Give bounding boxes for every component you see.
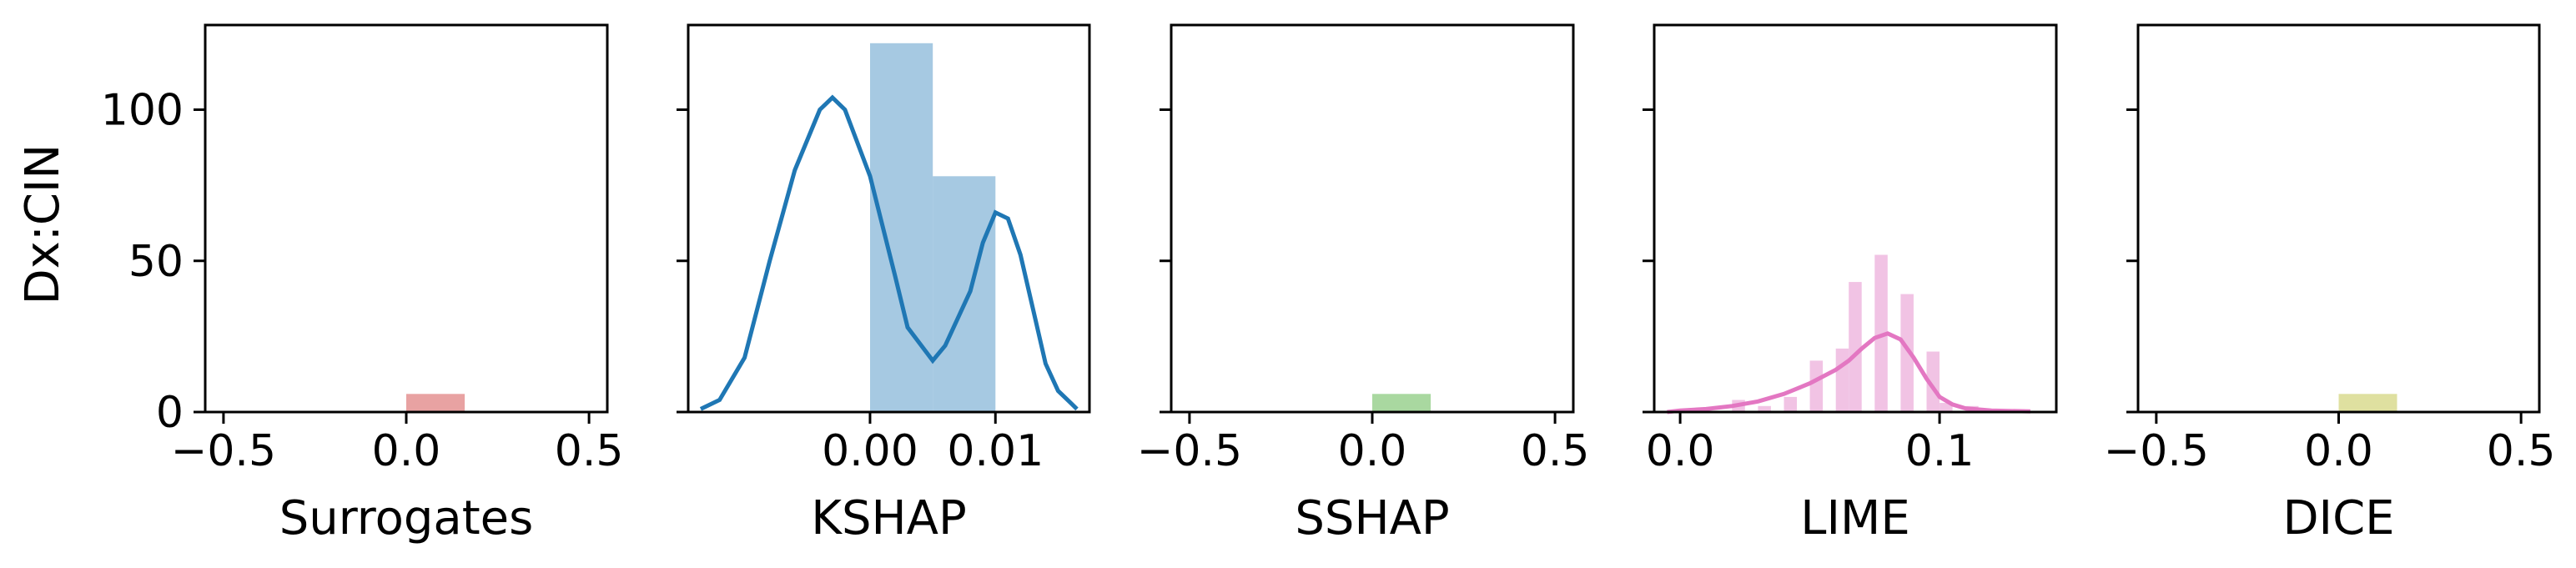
x-tick-label-3-3: 0.5 [1521,426,1590,476]
y-tick-label-1-1: 0 [156,388,184,438]
histogram-bar-4-4 [1809,360,1824,412]
x-tick-label-1-2: 0.0 [372,426,441,476]
histogram-bar-4-7 [1874,254,1888,412]
histogram-bar-4-9 [1926,351,1940,412]
x-tick-label-5-2: 0.0 [2304,426,2373,476]
x-tick-label-1-1: −0.5 [171,426,276,476]
axes-frame-4 [1653,23,2058,414]
histogram-bar-4-3 [1784,396,1797,412]
y-tick-label-1-3: 100 [101,86,184,136]
kde-curve-4 [1667,331,2030,415]
x-tick-label-3-1: −0.5 [1137,426,1242,476]
x-axis-label-1: Surrogates [279,491,534,545]
histogram-bar-4-5 [1835,348,1849,412]
x-axis-label-4: LIME [1800,491,1909,545]
histogram-bar-4-2 [1758,405,1771,413]
x-tick-label-5-3: 0.5 [2487,426,2556,476]
x-axis-label-5: DICE [2282,491,2394,545]
histogram-bar-2-2 [933,176,996,413]
x-tick-label-2-1: 0.00 [822,426,918,476]
histogram-bar-3-1 [1372,394,1431,413]
x-axis-label-2: KSHAP [811,491,966,545]
kde-curve-2 [699,94,1079,411]
axes-frame-5 [2136,23,2541,414]
axes-frame-1 [204,23,609,414]
axes-frame-3 [1170,23,1575,414]
x-axis-label-3: SSHAP [1295,491,1449,545]
histogram-bar-5-1 [2338,394,2397,413]
x-tick-label-1-3: 0.5 [555,426,624,476]
x-tick-label-4-2: 0.1 [1905,426,1975,476]
axes-frame-2 [687,23,1091,414]
histogram-bar-2-1 [870,43,933,413]
x-tick-label-3-2: 0.0 [1338,426,1407,476]
x-tick-label-2-2: 0.01 [947,426,1044,476]
histogram-bar-4-8 [1900,294,1914,412]
y-axis-label: Dx:CIN [16,144,70,305]
x-tick-label-5-1: −0.5 [2104,426,2209,476]
y-tick-label-1-2: 50 [128,237,184,287]
histogram-bar-4-6 [1849,282,1862,412]
x-tick-label-4-1: 0.0 [1646,426,1715,476]
histogram-bar-1-1 [406,394,465,413]
histogram-bar-4-10 [1940,403,1953,412]
